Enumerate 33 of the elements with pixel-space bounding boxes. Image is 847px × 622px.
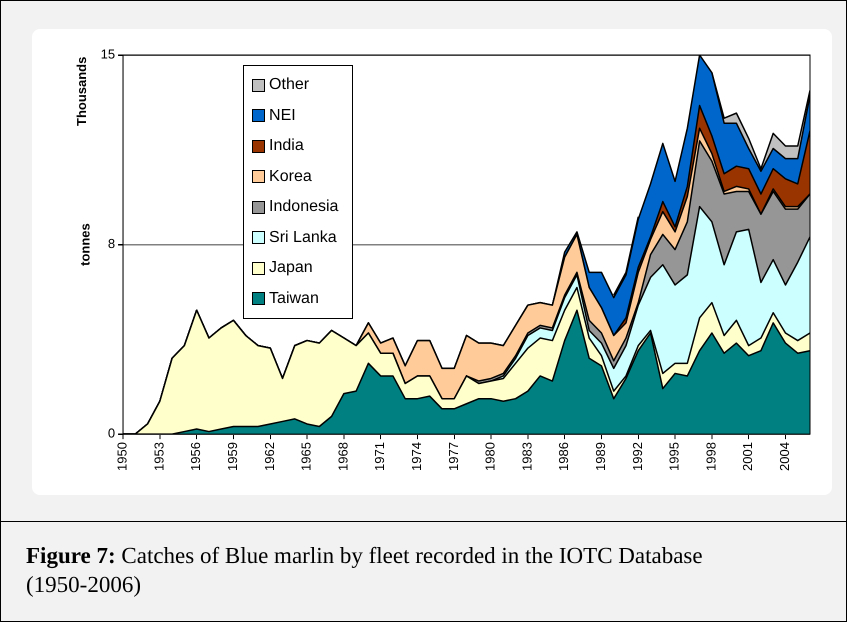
legend-label: Other (269, 76, 310, 94)
x-tick-label: 1989 (593, 442, 608, 471)
legend-label: India (269, 137, 304, 156)
x-tick-label: 1959 (225, 442, 240, 471)
x-tick-label: 1980 (482, 442, 498, 471)
x-tick-label: 1992 (630, 442, 645, 471)
x-tick-label: 1983 (519, 442, 534, 471)
x-tick-label: 1968 (335, 442, 350, 471)
y-tick-label: 8 (108, 236, 116, 252)
legend-label: Korea (269, 168, 312, 186)
x-tick-label: 1974 (409, 442, 424, 471)
x-tick-label: 1962 (262, 442, 277, 471)
y-tick-label: 15 (100, 46, 116, 62)
x-tick-label: 1977 (446, 442, 461, 471)
legend-label: NEI (269, 106, 296, 125)
x-tick-label: 1998 (703, 442, 718, 471)
legend-label: Taiwan (269, 290, 319, 308)
x-tick-label: 1953 (151, 442, 166, 471)
legend-label: Sri Lanka (269, 228, 337, 247)
x-tick-label: 2001 (740, 442, 756, 471)
x-tick-label: 1950 (114, 442, 130, 471)
legend-label: Indonesia (269, 198, 338, 216)
x-tick-label: 2004 (777, 442, 792, 471)
text: Figure 7: Catches of Blue marlin by fleet recorded in the IOTC Database (1950-2006) (26, 542, 704, 599)
text: Thousands (74, 56, 89, 126)
x-tick-label: 1971 (372, 442, 388, 471)
y-axis-title: tonnes (77, 223, 92, 266)
x-tick-label: 1965 (298, 442, 314, 471)
y-tick-label: 0 (108, 426, 116, 441)
x-tick-label: 1956 (188, 442, 204, 471)
x-tick-label: 1995 (666, 442, 682, 471)
x-tick-label: 1986 (556, 442, 572, 471)
legend-label: Japan (269, 259, 313, 278)
